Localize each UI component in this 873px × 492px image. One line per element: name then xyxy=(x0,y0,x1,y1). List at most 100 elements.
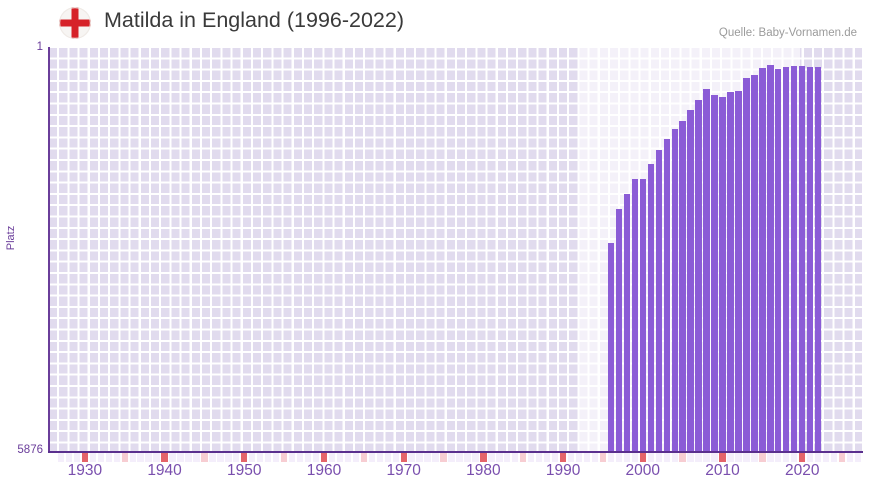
x-axis-tick-mark-1929 xyxy=(73,453,81,462)
x-axis-tick-mark-1934 xyxy=(113,453,120,462)
page-title: Matilda in England (1996-2022) xyxy=(104,8,405,32)
x-axis-tick-mark-2016 xyxy=(767,453,774,462)
x-axis-tick-mark-1927 xyxy=(57,453,65,462)
source-attribution: Quelle: Baby-Vornamen.de xyxy=(718,27,857,39)
bar-2017 xyxy=(775,68,782,452)
x-axis-tick-mark-1956 xyxy=(288,453,296,462)
bar-2020 xyxy=(799,65,806,452)
x-axis-tick-mark-1981 xyxy=(488,453,495,462)
x-axis-tick-mark-1977 xyxy=(456,453,463,462)
x-axis-tick-mark-2006 xyxy=(687,453,694,462)
x-axis-tick-mark-1988 xyxy=(543,453,551,462)
x-axis-label-1940: 1940 xyxy=(147,462,182,479)
x-axis-tick-mark-2027 xyxy=(854,453,862,462)
x-axis-tick-mark-1968 xyxy=(384,453,391,462)
bar-2015 xyxy=(759,67,766,452)
x-axis-label-1960: 1960 xyxy=(306,462,342,479)
x-axis-tick-mark-1965 xyxy=(360,453,368,462)
bar-2009 xyxy=(711,94,718,452)
x-axis-tick-mark-1938 xyxy=(145,453,152,462)
x-axis-tick-mark-1941 xyxy=(169,453,176,462)
x-axis-tick-mark-1979 xyxy=(472,453,479,462)
plot-area xyxy=(49,48,862,452)
bar-2005 xyxy=(679,120,686,452)
x-axis-tick-mark-2015 xyxy=(759,453,766,462)
x-axis-tick-mark-1955 xyxy=(280,453,288,462)
x-axis-tick-mark-1945 xyxy=(201,453,208,462)
x-axis-tick-mark-2013 xyxy=(743,453,750,462)
x-axis-tick-mark-1940 xyxy=(161,453,168,462)
x-axis-tick-mark-1944 xyxy=(193,453,200,462)
x-axis-label-2020: 2020 xyxy=(784,462,820,479)
x-axis-tick-mark-2009 xyxy=(711,453,718,462)
x-axis-tick-mark-1966 xyxy=(368,453,375,462)
x-axis-tick-mark-1946 xyxy=(209,453,216,462)
x-axis-tick-mark-1960 xyxy=(320,453,328,462)
x-axis-tick-mark-1996 xyxy=(607,453,615,462)
bar-2018 xyxy=(783,67,790,452)
x-axis-tick-mark-2018 xyxy=(783,453,790,462)
x-axis-tick-mark-2022 xyxy=(814,453,822,462)
x-axis-tick-mark-1961 xyxy=(328,453,336,462)
x-axis-tick-mark-1930 xyxy=(81,453,89,462)
x-axis-tick-mark-1992 xyxy=(575,453,583,462)
x-axis-tick-mark-2011 xyxy=(727,453,734,462)
x-axis-tick-mark-1995 xyxy=(599,453,607,462)
x-axis-tick-mark-1937 xyxy=(137,453,144,462)
x-axis-tick-mark-1931 xyxy=(89,453,97,462)
x-axis-label-1970: 1970 xyxy=(386,462,421,479)
x-axis-tick-mark-1973 xyxy=(424,453,431,462)
y-axis-tick-bottom: 5876 xyxy=(17,444,43,456)
x-axis-tick-mark-1986 xyxy=(528,453,535,462)
x-axis-tick-mark-2019 xyxy=(791,453,798,462)
x-axis-tick-mark-1935 xyxy=(121,453,128,462)
bar-1997 xyxy=(615,208,623,452)
x-axis-tick-mark-1975 xyxy=(440,453,447,462)
x-axis-tick-mark-2010 xyxy=(719,453,726,462)
bar-2001 xyxy=(647,164,654,452)
x-axis-tick-mark-1939 xyxy=(153,453,160,462)
x-axis-tick-mark-2007 xyxy=(695,453,702,462)
x-axis-tick-mark-1994 xyxy=(591,453,599,462)
y-axis-line xyxy=(48,47,50,453)
x-axis-tick-mark-1982 xyxy=(496,453,503,462)
bar-2016 xyxy=(767,65,774,452)
bar-2003 xyxy=(663,139,670,452)
x-axis-tick-mark-1984 xyxy=(512,453,519,462)
bar-2006 xyxy=(687,109,694,452)
bar-2021 xyxy=(807,66,814,452)
x-axis-tick-mark-2021 xyxy=(807,453,814,462)
x-axis-tick-mark-1974 xyxy=(432,453,439,462)
x-axis-tick-mark-1962 xyxy=(336,453,344,462)
bar-2019 xyxy=(791,65,798,452)
x-axis-tick-mark-2020 xyxy=(799,453,806,462)
x-axis-tick-mark-1998 xyxy=(623,453,631,462)
x-axis-tick-mark-2002 xyxy=(655,453,662,462)
x-axis-label-1990: 1990 xyxy=(545,462,581,479)
y-axis-tick-top: 1 xyxy=(36,41,43,53)
x-axis-tick-mark-1952 xyxy=(257,453,264,462)
y-axis-title: Platz xyxy=(5,225,17,251)
x-axis-tick-mark-1943 xyxy=(185,453,192,462)
x-axis-tick-mark-1933 xyxy=(105,453,112,462)
x-axis-tick-mark-2000 xyxy=(639,453,646,462)
x-axis-label-1980: 1980 xyxy=(466,462,501,479)
x-axis-tick-mark-1949 xyxy=(233,453,240,462)
x-axis-tick-mark-1948 xyxy=(225,453,232,462)
bar-2011 xyxy=(727,91,734,452)
bar-2012 xyxy=(735,90,742,452)
x-axis-tick-mark-1963 xyxy=(344,453,352,462)
x-axis-label-2000: 2000 xyxy=(625,462,661,479)
bar-2002 xyxy=(655,150,662,452)
x-axis-label-2010: 2010 xyxy=(705,462,740,479)
bar-2008 xyxy=(703,89,710,452)
bar-2014 xyxy=(751,75,758,452)
x-axis-tick-mark-1958 xyxy=(304,453,312,462)
bar-2007 xyxy=(695,100,702,452)
x-axis-tick-mark-1987 xyxy=(536,453,543,462)
x-axis-tick-mark-2017 xyxy=(775,453,782,462)
bar-1998 xyxy=(623,194,631,452)
x-axis-label-1930: 1930 xyxy=(67,462,103,479)
x-axis-tick-mark-1953 xyxy=(265,453,272,462)
x-axis-tick-mark-1950 xyxy=(241,453,248,462)
